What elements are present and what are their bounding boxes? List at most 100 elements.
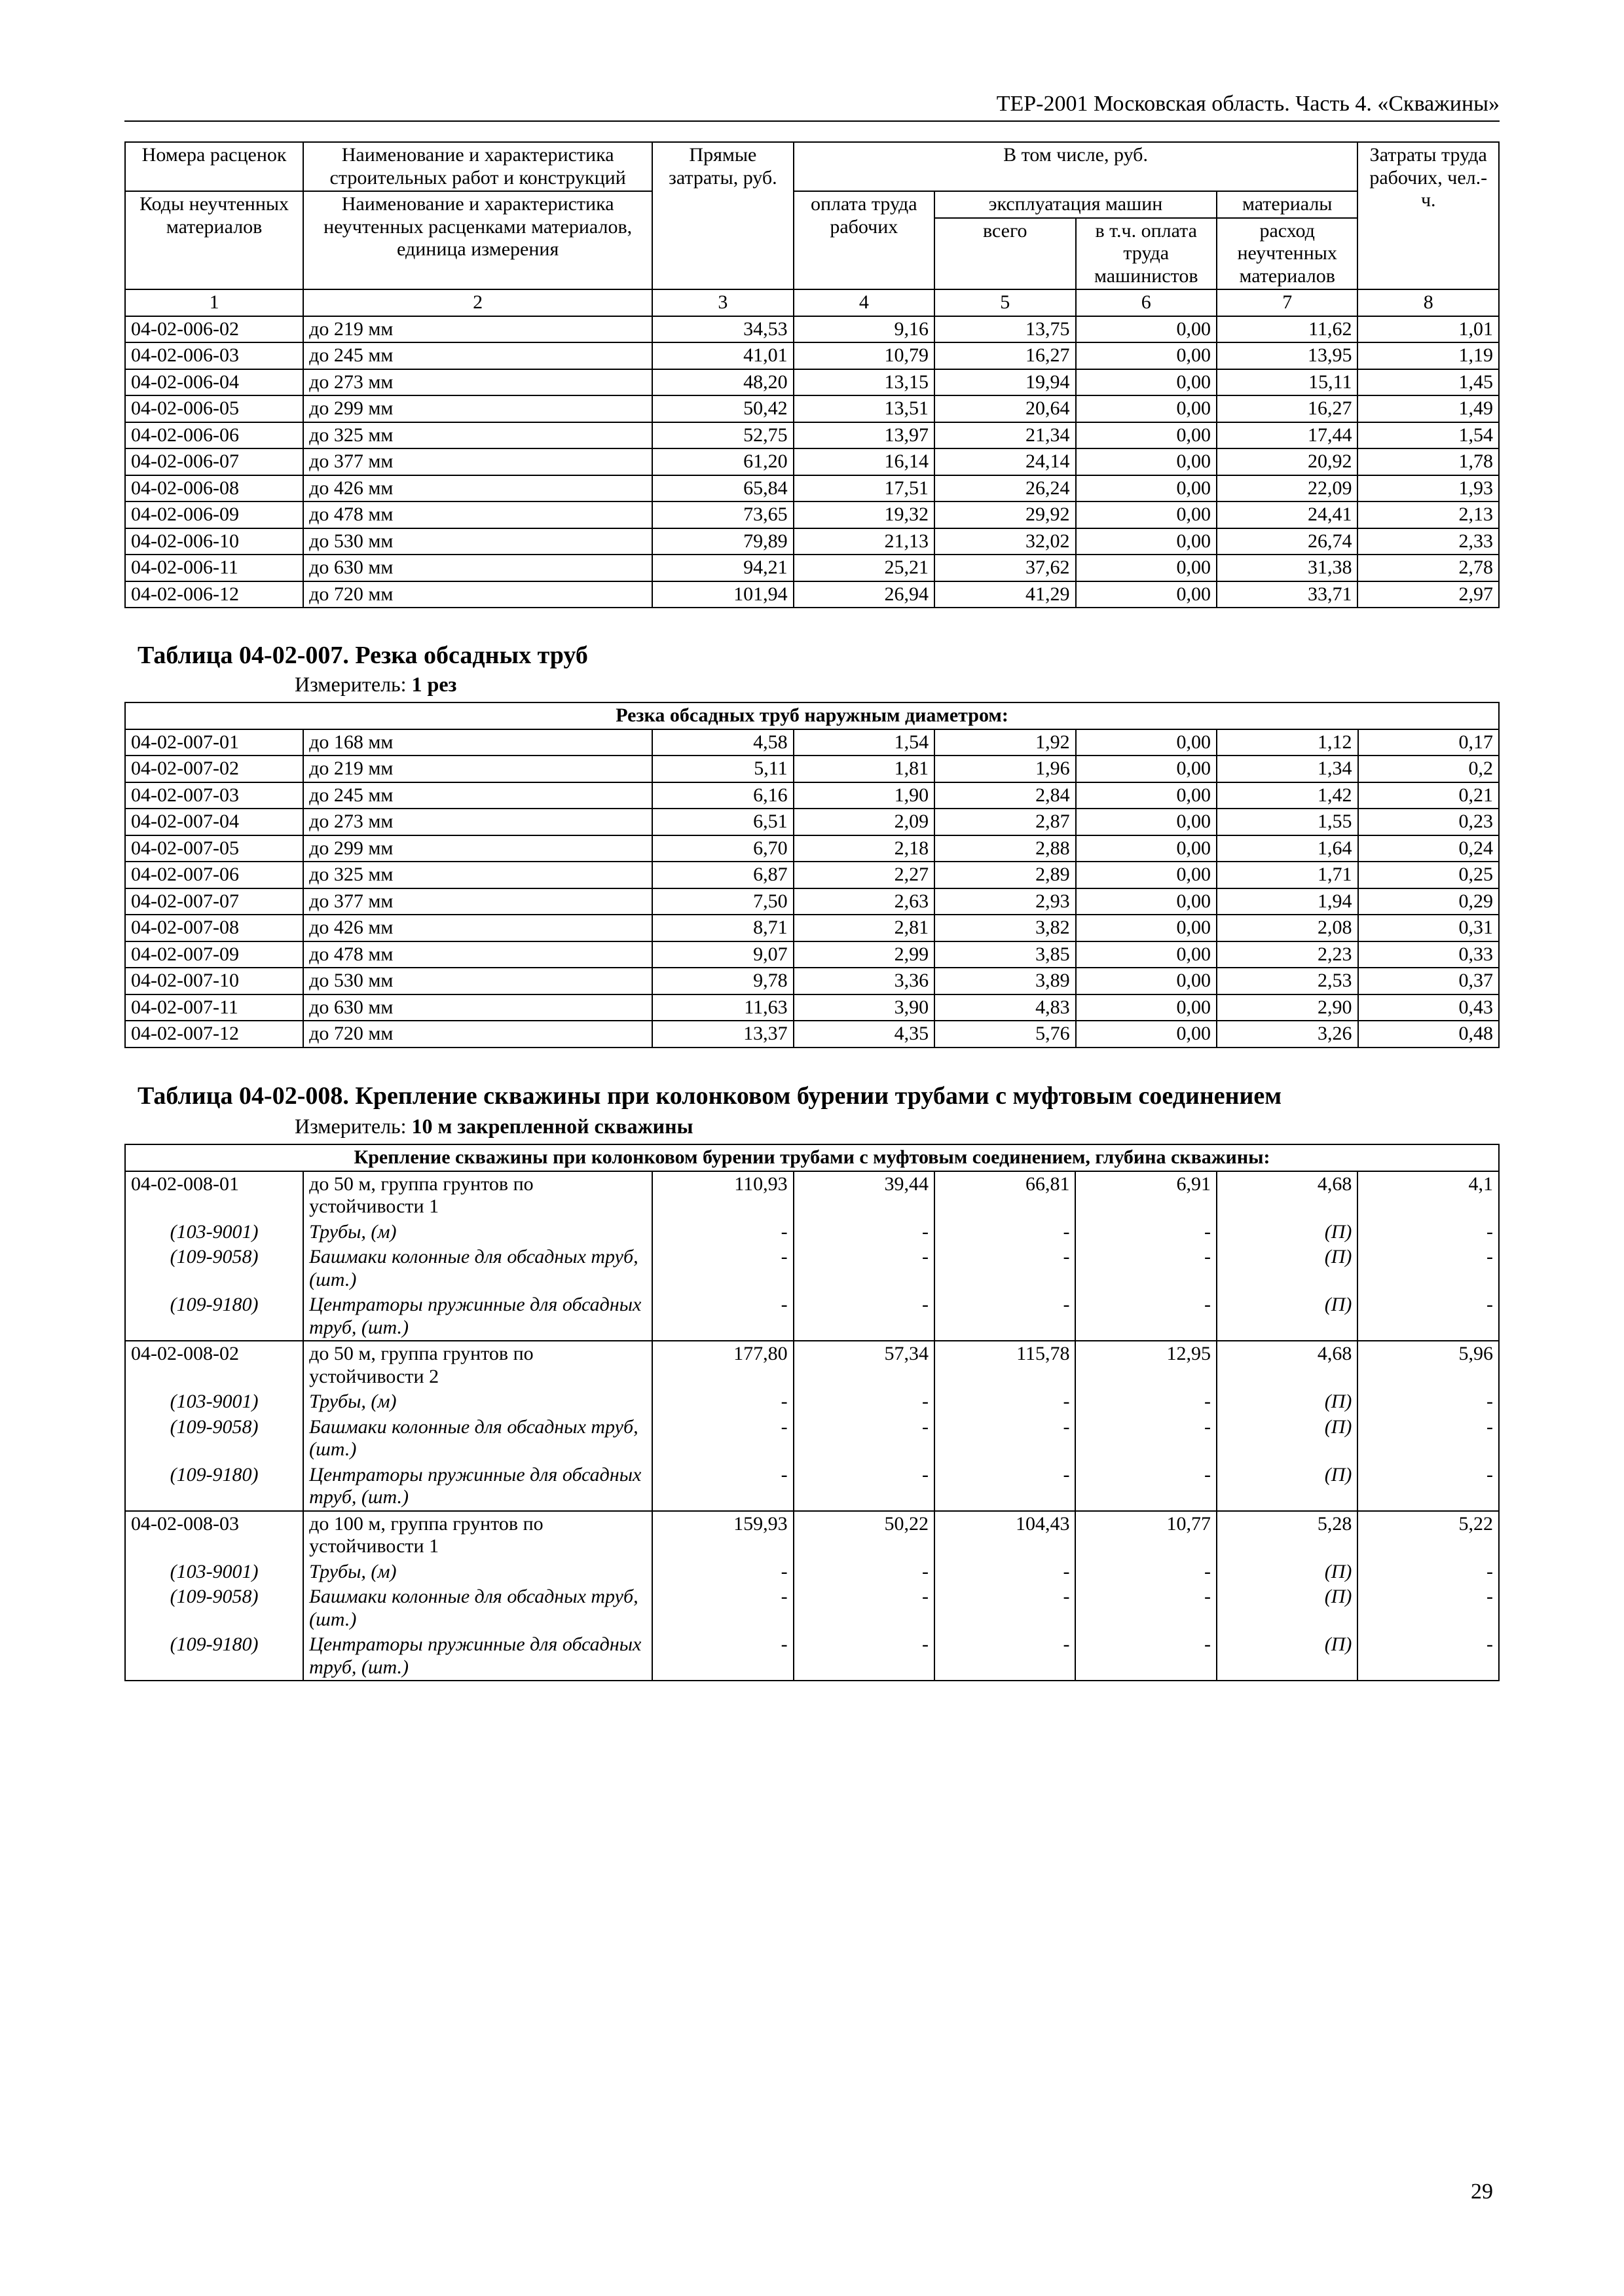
table-row: 04-02-006-11до 630 мм94,2125,2137,620,00…: [125, 555, 1499, 581]
cell-value: 5,76: [934, 1021, 1075, 1048]
table-row: 04-02-007-04до 273 мм6,512,092,870,001,5…: [125, 809, 1499, 835]
th-code-bot: Коды неучтенных материалов: [125, 191, 303, 289]
cell-value: -: [1075, 1245, 1216, 1292]
cell-value: 1,93: [1357, 475, 1499, 502]
table-row: (103-9001)Трубы, (м)----(П)-: [125, 1220, 1499, 1245]
table-row: 04-02-007-02до 219 мм5,111,811,960,001,3…: [125, 756, 1499, 782]
th-mat: материалы: [1217, 191, 1358, 218]
cell-code: 04-02-006-09: [125, 501, 303, 528]
cell-value: -: [652, 1389, 793, 1415]
cell-value: 39,44: [794, 1171, 934, 1220]
cell-value: 13,15: [794, 369, 934, 396]
cell-value: 50,22: [794, 1511, 934, 1559]
cell-value: 19,94: [934, 369, 1075, 396]
cell-value: 15,11: [1217, 369, 1358, 396]
cell-value: 32,02: [934, 528, 1075, 555]
th-mash: в т.ч. оплата труда машинистов: [1076, 218, 1217, 290]
cell-value: 0,00: [1076, 1021, 1217, 1048]
cell-value: 2,87: [934, 809, 1075, 835]
cell-value: 0,23: [1358, 809, 1499, 835]
t008-measure: Измеритель: 10 м закрепленной скважины: [124, 1114, 1500, 1139]
cell-name: до 325 мм: [303, 862, 652, 888]
cell-value: -: [1357, 1245, 1499, 1292]
cell-name: Башмаки колонные для обсадных труб, (шт.…: [303, 1245, 652, 1292]
table-row: 04-02-007-10до 530 мм9,783,363,890,002,5…: [125, 968, 1499, 994]
cell-value: 0,00: [1076, 809, 1217, 835]
cell-value: 0,00: [1076, 501, 1217, 528]
cell-value: 6,70: [652, 835, 793, 862]
table-008: Крепление скважины при колонковом бурени…: [124, 1144, 1500, 1681]
cell-value: 0,43: [1358, 994, 1499, 1021]
cell-name: до 50 м, группа грунтов по устойчивости …: [303, 1171, 652, 1220]
colnum-5: 5: [934, 289, 1075, 316]
cell-code: 04-02-007-05: [125, 835, 303, 862]
cell-value: 6,87: [652, 862, 793, 888]
cell-value: -: [934, 1559, 1075, 1585]
cell-code: (109-9180): [125, 1292, 303, 1341]
cell-name: до 720 мм: [303, 1021, 652, 1048]
cell-code: 04-02-008-02: [125, 1341, 303, 1389]
cell-value: 22,09: [1217, 475, 1358, 502]
cell-value: -: [1357, 1463, 1499, 1511]
cell-code: (109-9180): [125, 1463, 303, 1511]
cell-code: 04-02-007-06: [125, 862, 303, 888]
cell-code: 04-02-006-12: [125, 581, 303, 608]
th-mat-sub: расход неучтенных материалов: [1217, 218, 1358, 290]
cell-value: 2,09: [794, 809, 934, 835]
cell-name: до 299 мм: [303, 835, 652, 862]
cell-value: 0,00: [1076, 448, 1217, 475]
cell-value: 1,54: [794, 729, 934, 756]
cell-value: 0,00: [1076, 528, 1217, 555]
cell-name: до 530 мм: [303, 968, 652, 994]
cell-value: 0,00: [1076, 835, 1217, 862]
cell-name: Трубы, (м): [303, 1559, 652, 1585]
cell-code: 04-02-006-08: [125, 475, 303, 502]
cell-value: 110,93: [652, 1171, 793, 1220]
cell-value: -: [794, 1463, 934, 1511]
cell-value: 29,92: [934, 501, 1075, 528]
cell-value: -: [794, 1415, 934, 1463]
cell-value: 3,26: [1217, 1021, 1357, 1048]
cell-value: -: [652, 1584, 793, 1632]
cell-value: -: [1075, 1584, 1216, 1632]
cell-value: 10,79: [794, 342, 934, 369]
cell-value: 1,71: [1217, 862, 1357, 888]
cell-value: (П): [1217, 1220, 1357, 1245]
cell-value: 0,29: [1358, 888, 1499, 915]
cell-value: 3,89: [934, 968, 1075, 994]
t007-title: Таблица 04-02-007. Резка обсадных труб: [124, 641, 1500, 670]
table-head: Номера расценок Наименование и характери…: [125, 142, 1499, 316]
cell-value: 41,01: [652, 342, 793, 369]
cell-value: -: [934, 1245, 1075, 1292]
cell-value: 11,62: [1217, 316, 1358, 343]
colnum-7: 7: [1217, 289, 1358, 316]
cell-value: 4,68: [1217, 1171, 1357, 1220]
cell-code: (109-9058): [125, 1415, 303, 1463]
cell-value: 2,23: [1217, 941, 1357, 968]
cell-value: 2,33: [1357, 528, 1499, 555]
cell-code: (109-9058): [125, 1584, 303, 1632]
cell-value: 0,00: [1076, 968, 1217, 994]
cell-code: 04-02-006-10: [125, 528, 303, 555]
cell-code: 04-02-008-01: [125, 1171, 303, 1220]
cell-name: до 377 мм: [303, 448, 652, 475]
cell-value: 177,80: [652, 1341, 793, 1389]
cell-value: 0,48: [1358, 1021, 1499, 1048]
table-row: 04-02-006-03до 245 мм41,0110,7916,270,00…: [125, 342, 1499, 369]
measure-label: Измеритель:: [295, 1114, 412, 1138]
cell-value: 1,96: [934, 756, 1075, 782]
cell-name: до 273 мм: [303, 369, 652, 396]
cell-value: 1,81: [794, 756, 934, 782]
cell-value: 2,90: [1217, 994, 1357, 1021]
cell-value: 0,00: [1076, 369, 1217, 396]
table-row: 04-02-006-09до 478 мм73,6519,3229,920,00…: [125, 501, 1499, 528]
cell-value: 104,43: [934, 1511, 1075, 1559]
cell-value: 4,35: [794, 1021, 934, 1048]
cell-value: 37,62: [934, 555, 1075, 581]
cell-value: 159,93: [652, 1511, 793, 1559]
cell-value: 1,90: [794, 782, 934, 809]
cell-value: 26,94: [794, 581, 934, 608]
cell-value: 48,20: [652, 369, 793, 396]
cell-name: до 530 мм: [303, 528, 652, 555]
cell-name: Трубы, (м): [303, 1389, 652, 1415]
